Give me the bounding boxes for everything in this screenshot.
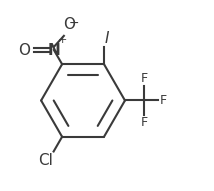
Text: F: F	[159, 94, 166, 107]
Text: F: F	[140, 116, 147, 129]
Text: O: O	[18, 43, 30, 57]
Text: O: O	[63, 17, 75, 32]
Text: F: F	[140, 72, 147, 85]
Text: N: N	[48, 43, 60, 57]
Text: Cl: Cl	[38, 153, 53, 168]
Text: +: +	[58, 35, 67, 45]
Text: I: I	[105, 31, 110, 46]
Text: −: −	[68, 17, 79, 30]
